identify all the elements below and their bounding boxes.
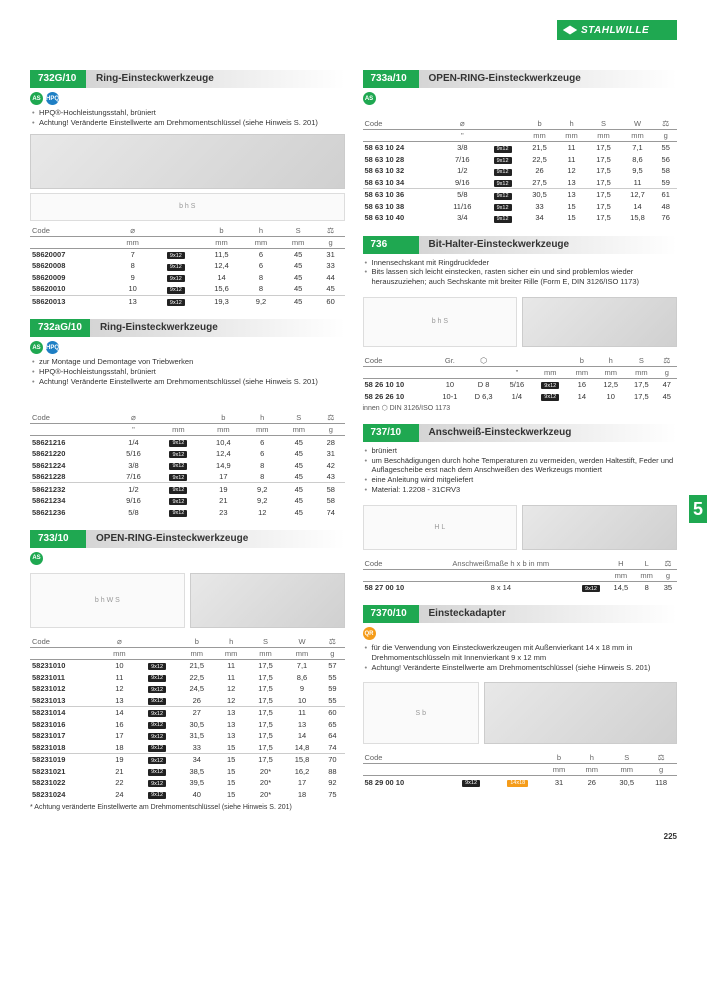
- badge-as: AS: [363, 92, 376, 105]
- section-title: Einsteckadapter: [419, 605, 678, 623]
- product-image: [190, 573, 345, 628]
- chapter-tab: 5: [689, 495, 707, 523]
- spec-table: Code⌀bhS⚖ mmmmmmmmg 5862000779x1211,5645…: [30, 225, 345, 308]
- notes: HPQ®-Hochleistungsstahl, brüniert Achtun…: [30, 108, 345, 128]
- section-title: OPEN-RING-Einsteckwerkzeuge: [86, 530, 345, 548]
- spec-table: Code⌀bhSW⚖ "mmmmmmmmg 58 63 10 243/89x12…: [363, 118, 678, 224]
- dimension-diagram: b h S: [30, 193, 345, 221]
- badge-as: AS: [30, 92, 43, 105]
- spec-table: Code⌀bhSW⚖ mmmmmmmmmmg 58231010109x1221,…: [30, 636, 345, 800]
- section-code: 733a/10: [363, 70, 419, 88]
- spec-table: Code⌀bhS⚖ "mmmmmmmmg 586212161/49x1210,4…: [30, 412, 345, 518]
- notes: brüniert um Beschädigungen durch hohe Te…: [363, 446, 678, 495]
- dimension-diagram: S b: [363, 682, 480, 744]
- section-title: Ring-Einsteckwerkzeuge: [86, 70, 345, 88]
- footnote: * Achtung veränderte Einstellwerte am Dr…: [30, 804, 345, 812]
- brand-logo: STAHLWILLE: [557, 20, 677, 40]
- notes: zur Montage und Demontage von Triebwerke…: [30, 357, 345, 386]
- spec-table: CodeGr.⬡bhS⚖ "mmmmmmmmg 58 26 10 1010D 8…: [363, 355, 678, 402]
- product-image: [522, 505, 677, 550]
- section-code: 733/10: [30, 530, 86, 548]
- dimension-diagram: b h W S: [30, 573, 185, 628]
- badge-as: AS: [30, 341, 43, 354]
- badge-hpq: HPQ: [46, 341, 59, 354]
- notes: Innensechskant mit Ringdruckfeder Bits l…: [363, 258, 678, 287]
- right-column: 733a/10 OPEN-RING-Einsteckwerkzeuge AS C…: [363, 70, 678, 824]
- product-image: [484, 682, 677, 744]
- section-code: 732aG/10: [30, 319, 90, 337]
- section-code: 732G/10: [30, 70, 86, 88]
- product-image: [522, 297, 677, 347]
- left-column: 732G/10 Ring-Einsteckwerkzeuge ASHPQ HPQ…: [30, 70, 345, 824]
- spec-table: CodebhS⚖ mmmmmmg 58 29 00 109x1214x18312…: [363, 752, 678, 788]
- dimension-diagram: H L: [363, 505, 518, 550]
- page-number: 225: [30, 832, 677, 841]
- spec-table: CodeAnschweißmaße h x b in mmHL⚖ mmmmg 5…: [363, 558, 678, 594]
- section-code: 7370/10: [363, 605, 419, 623]
- catalog-page: STAHLWILLE 5 732G/10 Ring-Einsteckwerkze…: [0, 0, 707, 856]
- badge-as: AS: [30, 552, 43, 565]
- section-title: OPEN-RING-Einsteckwerkzeuge: [419, 70, 678, 88]
- badge-hpq: HPQ: [46, 92, 59, 105]
- badge-qr: QR: [363, 627, 376, 640]
- dimension-diagram: b h S: [363, 297, 518, 347]
- section-title: Anschweiß-Einsteckwerkzeug: [419, 424, 678, 442]
- subnote: innen ⬡ DIN 3126/ISO 1173: [363, 404, 678, 412]
- section-title: Ring-Einsteckwerkzeuge: [90, 319, 345, 337]
- section-code: 737/10: [363, 424, 419, 442]
- section-title: Bit-Halter-Einsteckwerkzeuge: [419, 236, 678, 254]
- section-code: 736: [363, 236, 419, 254]
- product-image: [30, 134, 345, 189]
- notes: für die Verwendung von Einsteckwerkzeuge…: [363, 643, 678, 672]
